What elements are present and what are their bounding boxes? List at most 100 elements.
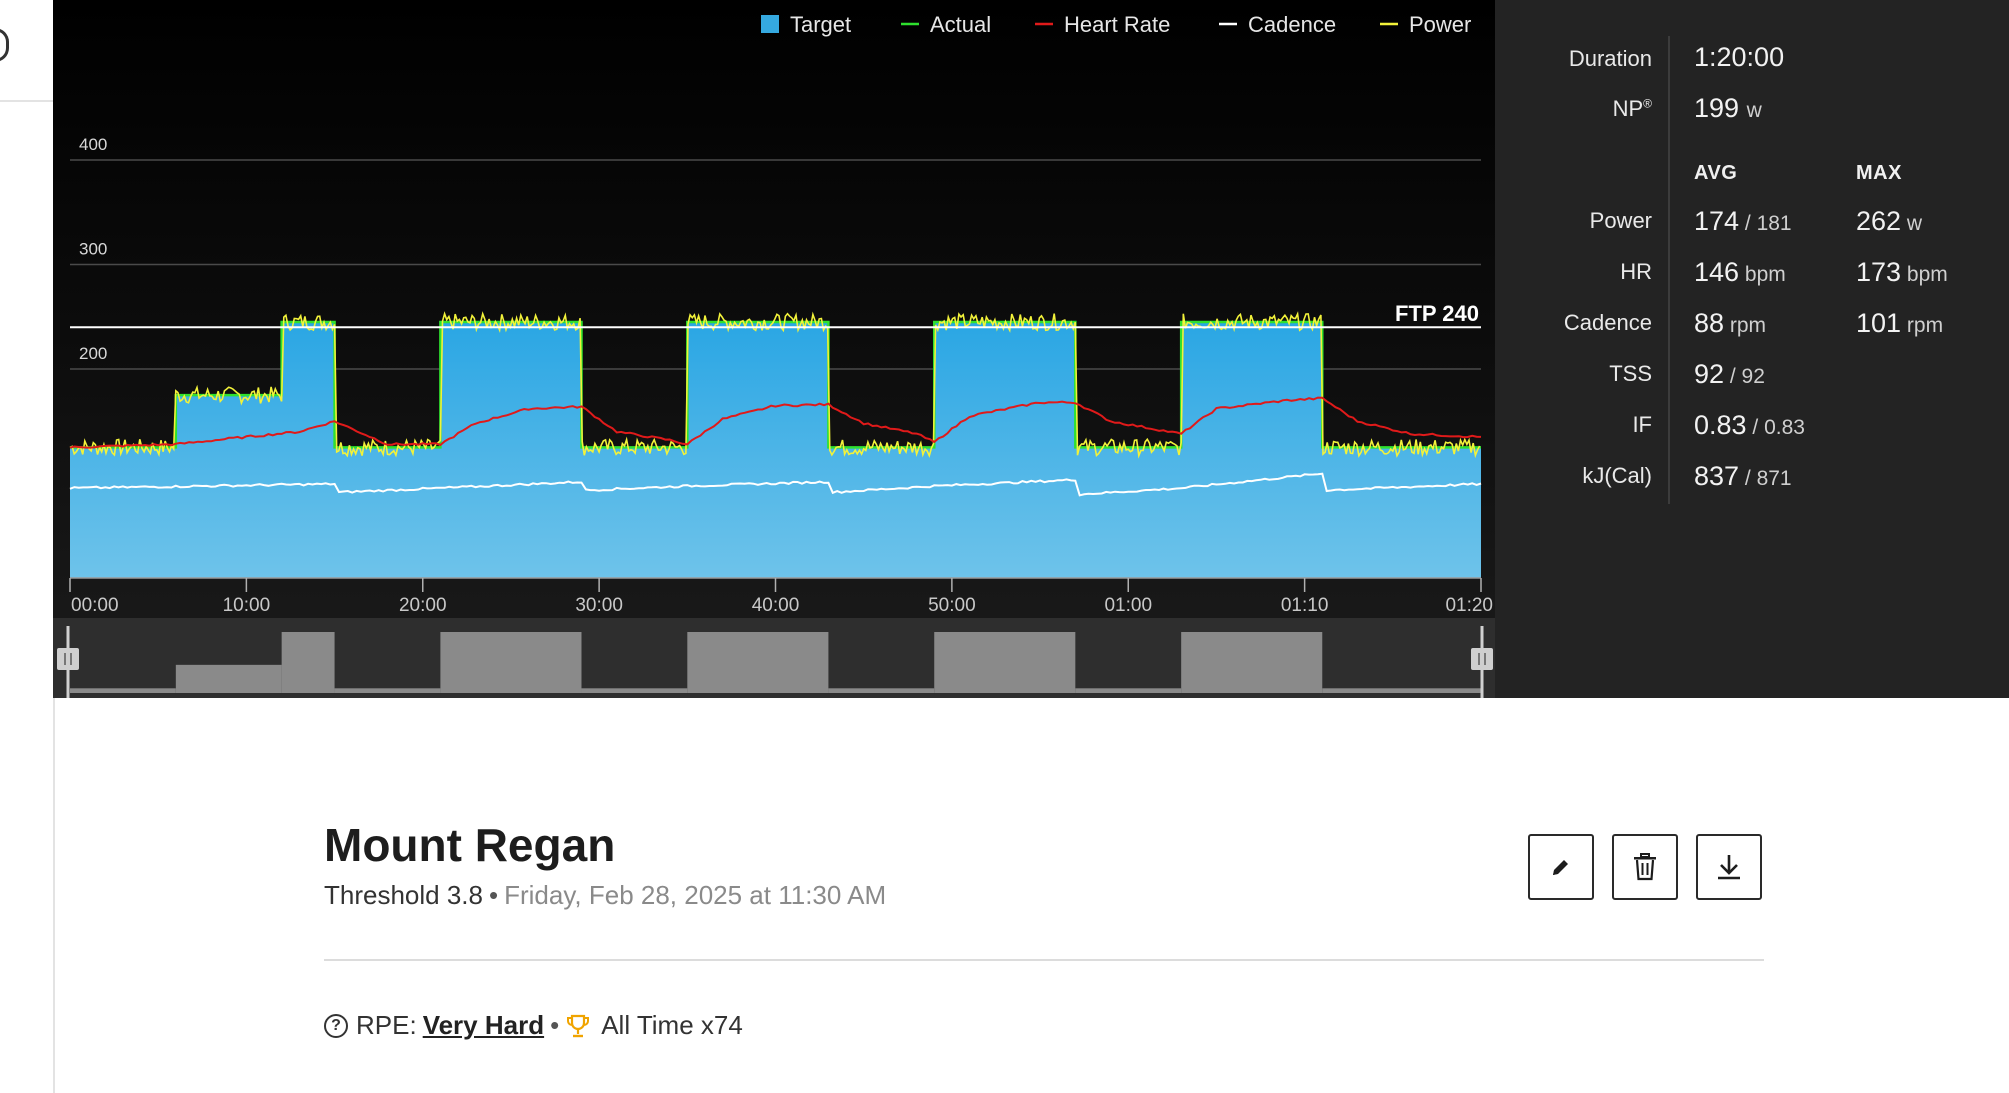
trophy-icon bbox=[567, 1014, 590, 1037]
stat-max-number: 173 bbox=[1856, 257, 1902, 287]
achievement-text: All Time x74 bbox=[601, 1010, 743, 1040]
overview-interval-block bbox=[1075, 688, 1182, 693]
stat-max-number: 262 bbox=[1856, 206, 1902, 236]
legend-label: Power bbox=[1409, 12, 1471, 37]
stat-avg-number: 0.83 bbox=[1694, 410, 1747, 440]
stat-avg-number: 88 bbox=[1694, 308, 1725, 338]
stat-avg-suffix: / 181 bbox=[1739, 212, 1792, 235]
np-label: NP® bbox=[1613, 96, 1652, 122]
max-column-header: MAX bbox=[1856, 162, 1902, 184]
workout-date: Friday, Feb 28, 2025 at 11:30 AM bbox=[504, 880, 887, 910]
y-tick-label: 400 bbox=[79, 135, 107, 154]
stat-avg-suffix: rpm bbox=[1724, 314, 1767, 337]
rpe-value-link[interactable]: Very Hard bbox=[422, 1010, 545, 1040]
stat-label-power: Power bbox=[1589, 208, 1652, 233]
stat-avg-number: 92 bbox=[1694, 359, 1725, 389]
help-circle-icon[interactable]: ? bbox=[324, 1013, 348, 1038]
stat-avg-value: 174 / 181 bbox=[1694, 206, 1792, 237]
workout-graph-panel: Target Actual Heart Rate Cadence Power 200 30… bbox=[53, 0, 1495, 698]
workout-subtitle: Threshold 3.8 • Friday, Feb 28, 2025 at 11… bbox=[324, 880, 886, 911]
scrub-handle-icon bbox=[1471, 648, 1493, 670]
scrub-handle-left[interactable] bbox=[57, 648, 79, 670]
x-tick-label: 20:00 bbox=[399, 595, 447, 616]
x-tick-label: 30:00 bbox=[575, 595, 623, 616]
legend-swatch-target bbox=[761, 15, 779, 33]
stat-avg-value: 837 / 871 bbox=[1694, 461, 1792, 492]
np-unit: w bbox=[1746, 99, 1762, 122]
stat-label-hr: HR bbox=[1620, 259, 1652, 284]
stat-max-unit: rpm bbox=[1901, 314, 1944, 337]
stat-avg-suffix: / 0.83 bbox=[1746, 416, 1805, 439]
cadence-line bbox=[69, 472, 1482, 497]
np-value: 199 w bbox=[1694, 93, 1762, 124]
section-divider bbox=[324, 959, 1764, 961]
stat-max-value: 262 w bbox=[1856, 206, 1922, 237]
np-label-text: NP bbox=[1612, 96, 1644, 121]
stat-avg-value: 146 bpm bbox=[1694, 257, 1786, 288]
download-button[interactable] bbox=[1696, 834, 1762, 900]
stat-max-value: 173 bpm bbox=[1856, 257, 1948, 288]
left-rail bbox=[0, 0, 55, 1093]
overview-interval-block bbox=[281, 632, 335, 693]
workout-title: Mount Regan bbox=[324, 819, 616, 871]
power-line bbox=[69, 311, 1481, 459]
overview-interval-block bbox=[334, 688, 441, 693]
x-tick-label: 10:00 bbox=[223, 595, 271, 616]
overview-interval-block bbox=[1322, 688, 1481, 693]
stat-max-unit: w bbox=[1901, 212, 1923, 235]
avg-column-header: AVG bbox=[1694, 162, 1738, 184]
stats-panel: Duration 1:20:00 NP® 199 w AVG MAX Power… bbox=[1495, 0, 2009, 698]
stat-avg-number: 146 bbox=[1694, 257, 1740, 287]
separator-dot: • bbox=[488, 880, 499, 910]
delete-button[interactable] bbox=[1612, 834, 1678, 900]
legend-label: Cadence bbox=[1248, 12, 1336, 37]
trash-icon bbox=[1634, 853, 1656, 881]
x-tick-label: 01:00 bbox=[1104, 595, 1152, 616]
target-power-area bbox=[70, 321, 1481, 578]
stat-avg-suffix: / 871 bbox=[1739, 467, 1792, 490]
stats-divider bbox=[1668, 36, 1670, 504]
legend-label: Actual bbox=[930, 12, 991, 37]
stat-avg-number: 837 bbox=[1694, 461, 1740, 491]
scrub-handle-right[interactable] bbox=[1471, 648, 1493, 670]
stat-avg-suffix: bpm bbox=[1739, 263, 1786, 286]
overview-interval-block bbox=[440, 632, 582, 693]
duration-label: Duration bbox=[1568, 46, 1652, 71]
x-tick-label: 50:00 bbox=[928, 595, 976, 616]
stat-max-unit: bpm bbox=[1901, 263, 1948, 286]
legend-label: Heart Rate bbox=[1064, 12, 1170, 37]
np-registered-mark: ® bbox=[1643, 96, 1652, 111]
overview-interval-block bbox=[1181, 632, 1323, 693]
stat-avg-suffix: / 92 bbox=[1724, 365, 1765, 388]
overview-interval-block bbox=[581, 688, 688, 693]
edit-button[interactable] bbox=[1528, 834, 1594, 900]
legend-label: Target bbox=[790, 12, 851, 37]
x-tick-label: 01:20 bbox=[1445, 595, 1493, 616]
stat-avg-value: 88 rpm bbox=[1694, 308, 1766, 339]
heart-rate-line bbox=[69, 396, 1482, 449]
edit-pencil-icon bbox=[1553, 860, 1568, 875]
x-tick-label: 00:00 bbox=[71, 595, 119, 616]
stat-avg-number: 174 bbox=[1694, 206, 1740, 236]
download-icon bbox=[1718, 855, 1740, 880]
rpe-label: RPE: bbox=[356, 1010, 417, 1040]
y-tick-label: 300 bbox=[79, 240, 107, 259]
x-tick-label: 40:00 bbox=[752, 595, 800, 616]
overview-interval-block bbox=[687, 632, 829, 693]
stat-avg-value: 0.83 / 0.83 bbox=[1694, 410, 1805, 441]
rail-divider bbox=[0, 100, 53, 102]
y-tick-label: 200 bbox=[79, 344, 107, 363]
overview-interval-block bbox=[828, 688, 935, 693]
rail-nav-icon[interactable] bbox=[0, 28, 9, 62]
stat-label-if: IF bbox=[1632, 412, 1652, 437]
x-tick-label: 01:10 bbox=[1281, 595, 1329, 616]
stat-max-value: 101 rpm bbox=[1856, 308, 1943, 339]
overview-interval-block bbox=[175, 664, 282, 693]
stat-label-cadence: Cadence bbox=[1563, 310, 1652, 335]
np-number: 199 bbox=[1694, 93, 1740, 123]
stat-avg-value: 92 / 92 bbox=[1694, 359, 1765, 390]
overview-interval-block bbox=[934, 632, 1076, 693]
workout-chart[interactable]: Target Actual Heart Rate Cadence Power 200 30… bbox=[53, 0, 1495, 698]
stat-max-number: 101 bbox=[1856, 308, 1902, 338]
duration-value: 1:20:00 bbox=[1694, 42, 1785, 72]
